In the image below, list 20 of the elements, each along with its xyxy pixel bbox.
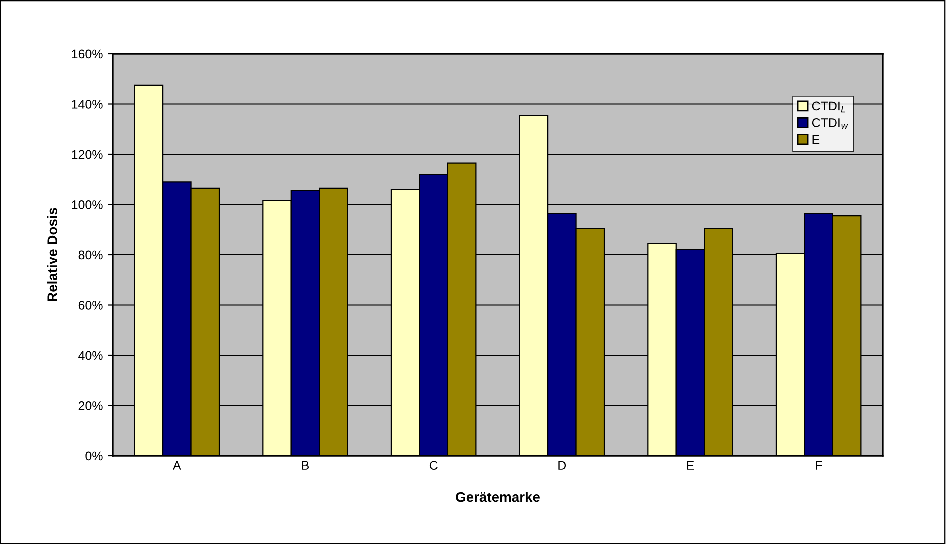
y-tick-label: 160% — [72, 50, 103, 59]
x-tick-label: D — [558, 461, 566, 470]
y-tick-label: 100% — [72, 200, 103, 210]
y-tick-label: 0% — [86, 452, 103, 461]
x-tick-label: C — [430, 461, 438, 470]
y-tick-label: 60% — [78, 301, 103, 310]
y-tick-label: 40% — [78, 351, 103, 360]
x-tick-label: F — [816, 461, 822, 470]
legend-label: CTDI$_{L}$ — [812, 102, 846, 113]
x-axis-title: Gerätemarke — [456, 492, 540, 502]
y-tick-label: 20% — [78, 402, 103, 410]
y-axis-title: Relative Dosis — [47, 208, 58, 302]
y-tick-label: 80% — [78, 250, 103, 260]
x-tick-label: B — [302, 461, 310, 470]
x-tick-label: A — [173, 461, 182, 470]
y-tick-label: 140% — [72, 100, 103, 109]
legend-label: CTDI$_{w}$ — [812, 118, 848, 130]
legend-label: E — [812, 135, 820, 144]
x-tick-label: E — [687, 461, 694, 470]
y-tick-label: 120% — [72, 150, 103, 160]
